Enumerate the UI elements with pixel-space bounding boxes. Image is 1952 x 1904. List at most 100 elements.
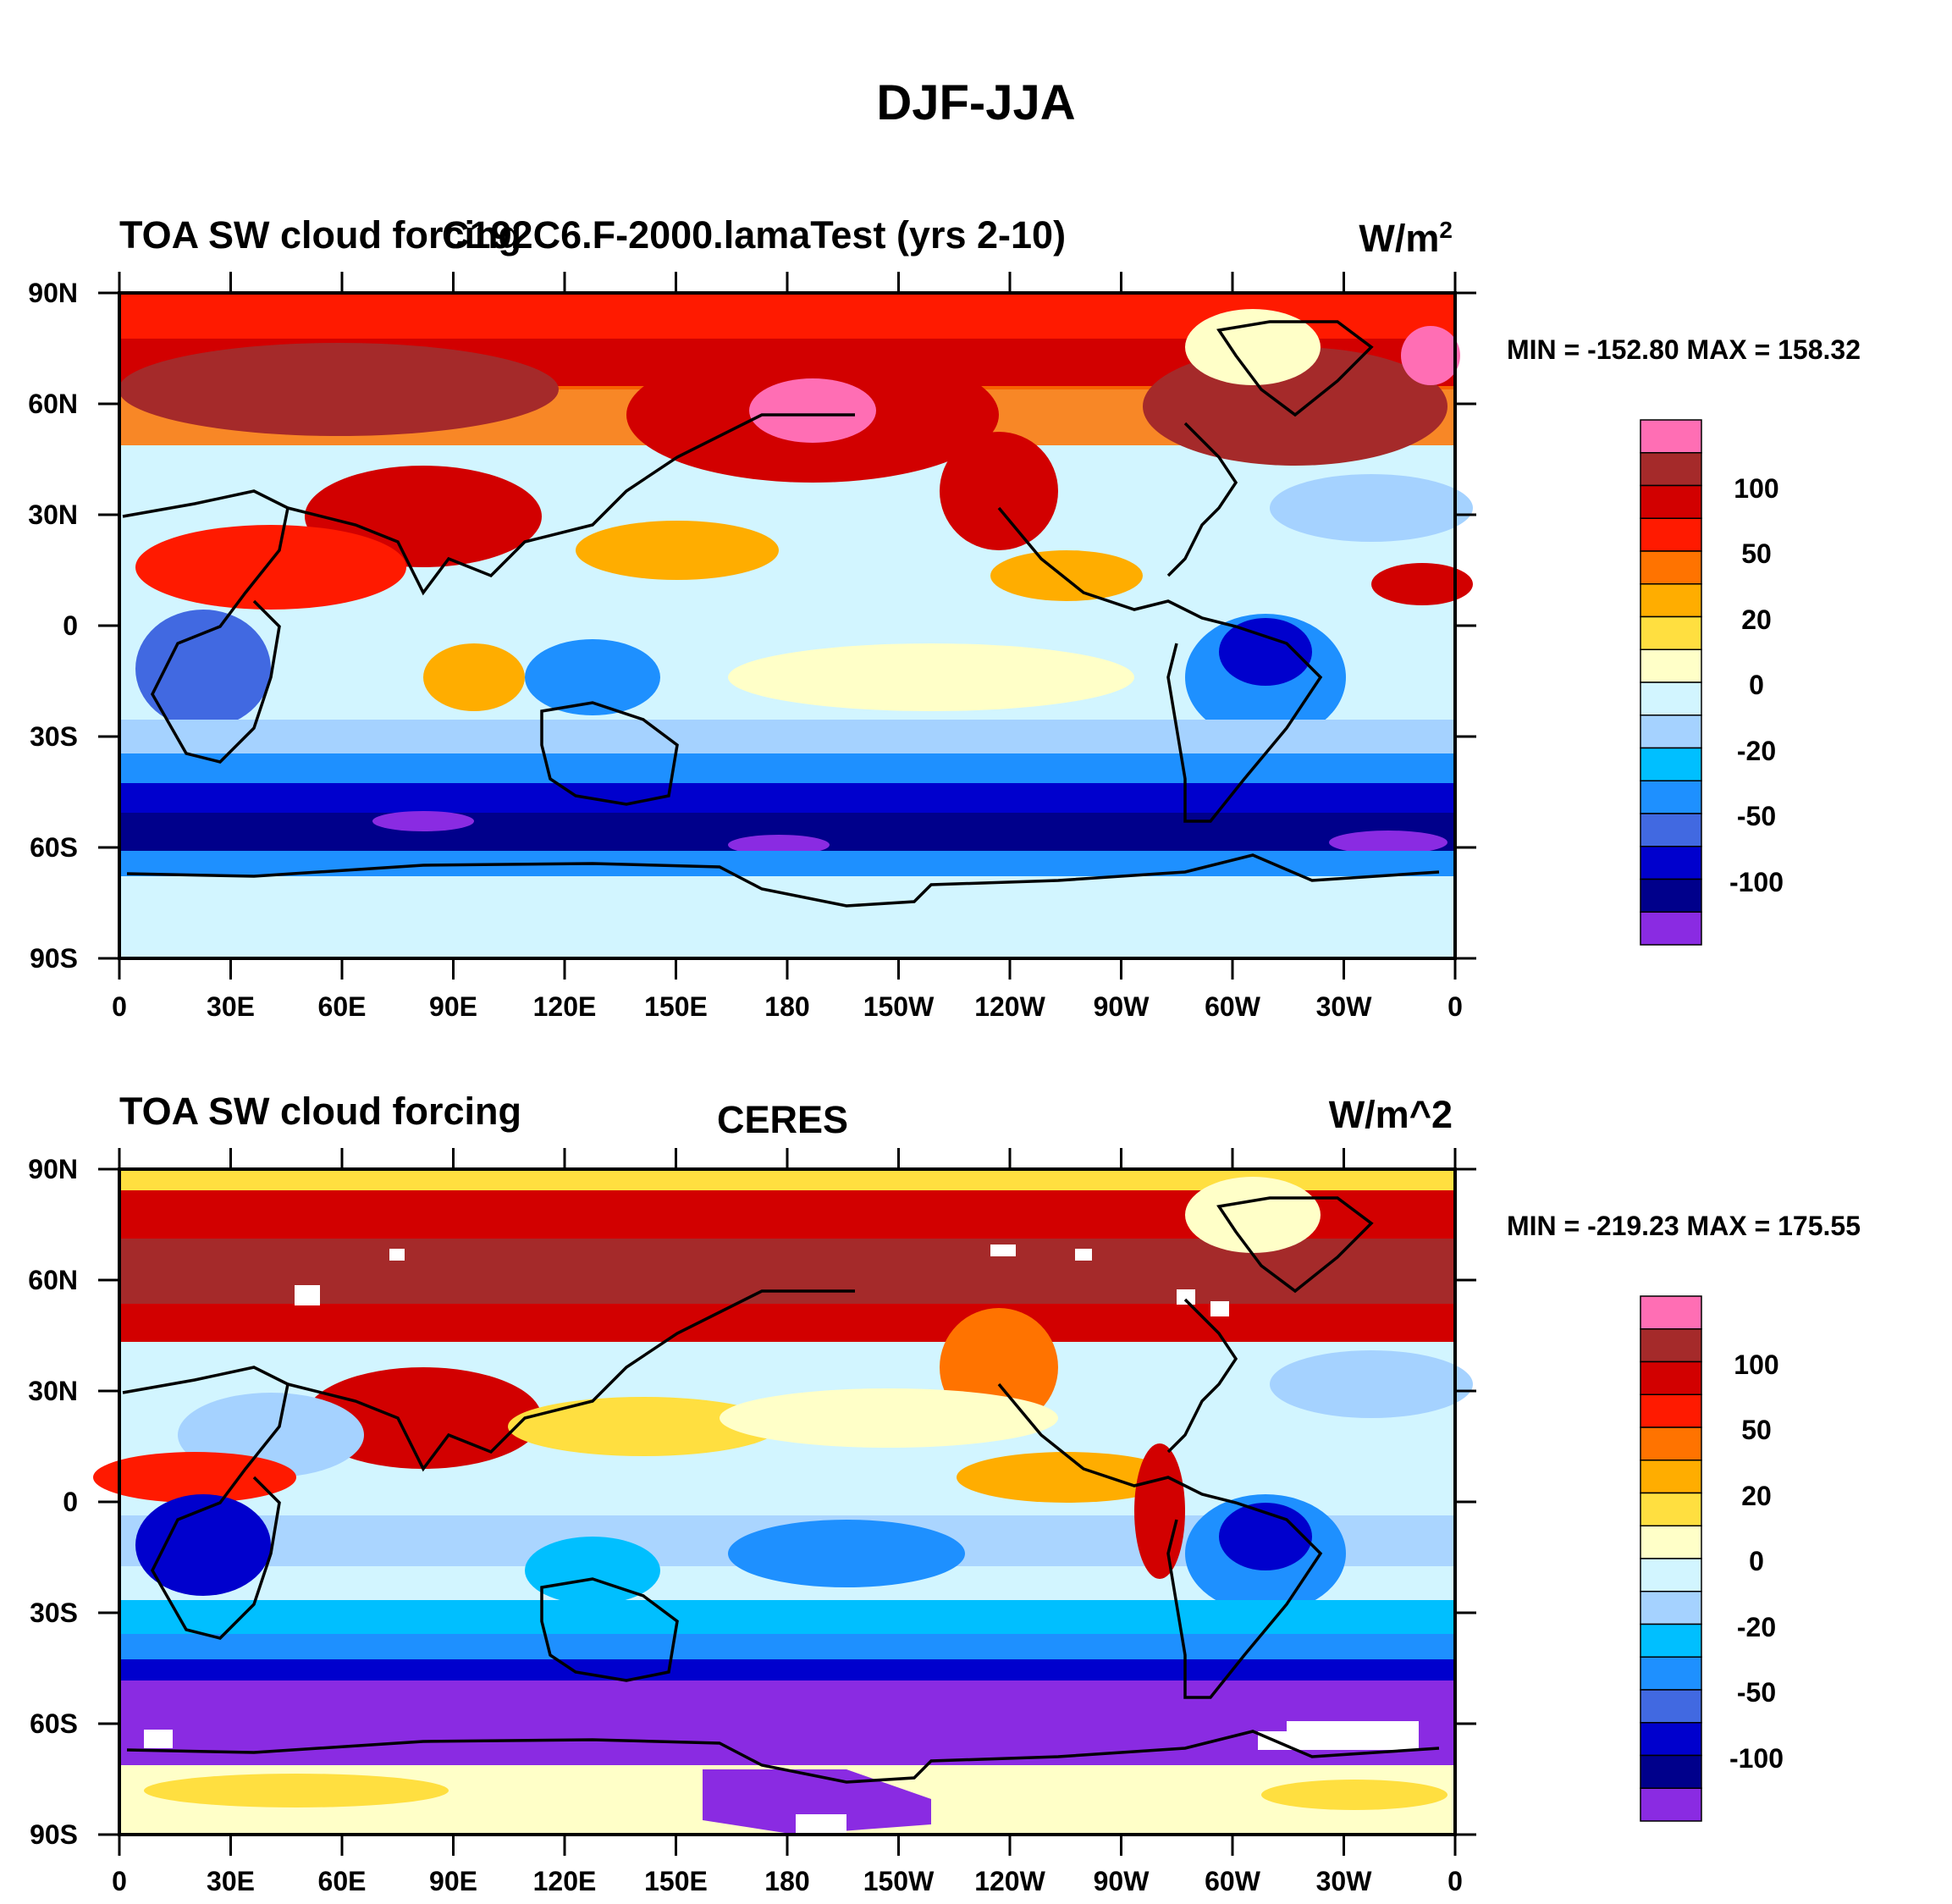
colorbar-box xyxy=(1640,1328,1702,1363)
colorbar-label: 100 xyxy=(1734,1349,1778,1380)
colorbar-box xyxy=(1640,517,1702,552)
lat-label: 90S xyxy=(30,943,78,974)
colorbar-box xyxy=(1640,1492,1702,1526)
lon-label: 150W xyxy=(863,1866,935,1896)
lat-label: 30N xyxy=(28,1376,78,1406)
lat-label: 60N xyxy=(28,1265,78,1295)
colorbar-box xyxy=(1640,1787,1702,1822)
lon-label: 90E xyxy=(429,991,477,1022)
lat-label: 60N xyxy=(28,389,78,419)
lon-label: 90W xyxy=(1094,991,1150,1022)
lon-label: 180 xyxy=(764,1866,809,1896)
colorbar-label: 50 xyxy=(1741,538,1772,569)
lon-label: 150E xyxy=(644,1866,708,1896)
colorbar-box xyxy=(1640,452,1702,487)
lat-label: 30S xyxy=(30,1598,78,1628)
lat-label: 90N xyxy=(28,1154,78,1184)
min-max-label: MIN = -219.23 MAX = 175.55 xyxy=(1507,1211,1861,1241)
colorbar-labels: 100 50 20 0 -20 -50 -100 xyxy=(1729,473,1784,897)
lat-labels: 90N 60N 30N 0 30S 60S 90S xyxy=(28,278,78,974)
colorbar-label: -20 xyxy=(1737,736,1776,766)
colorbar-box xyxy=(1640,747,1702,781)
colorbar-box xyxy=(1640,1360,1702,1395)
colorbar-box xyxy=(1640,1754,1702,1789)
lon-label: 30W xyxy=(1316,1866,1373,1896)
colorbar-box xyxy=(1640,682,1702,716)
colorbar-label: -20 xyxy=(1737,1612,1776,1642)
lat-label: 60S xyxy=(30,832,78,863)
colorbar xyxy=(1640,1295,1702,1822)
colorbar-box xyxy=(1640,846,1702,880)
colorbar-box xyxy=(1640,1689,1702,1724)
colorbar-box xyxy=(1640,615,1702,650)
colorbar-label: -100 xyxy=(1729,1743,1784,1774)
lat-label: 0 xyxy=(63,610,78,641)
lon-label: 60W xyxy=(1205,991,1261,1022)
colorbar-box xyxy=(1640,1591,1702,1625)
colorbar-label: 0 xyxy=(1749,1546,1764,1576)
lat-label: 90S xyxy=(30,1819,78,1850)
colorbar-box xyxy=(1640,484,1702,519)
lon-label: 150E xyxy=(644,991,708,1022)
lon-label: 90W xyxy=(1094,1866,1150,1896)
colorbar-label: 0 xyxy=(1749,670,1764,700)
lon-label: 30E xyxy=(207,1866,255,1896)
lon-label: 120W xyxy=(974,991,1045,1022)
lon-labels: 0 30E 60E 90E 120E 150E 180 150W 120W 90… xyxy=(112,991,1463,1022)
colorbar-box xyxy=(1640,1722,1702,1757)
panel-left-title: TOA SW cloud forcing xyxy=(119,213,521,257)
min-max-label: MIN = -152.80 MAX = 158.32 xyxy=(1507,334,1861,365)
lon-label: 180 xyxy=(764,991,809,1022)
map-figure: 90N 60N 30N 0 30S 60S 90S 0 30E 60E 90E … xyxy=(28,272,1784,1022)
colorbar-label: 20 xyxy=(1741,1481,1772,1511)
lat-label: 60S xyxy=(30,1708,78,1739)
lon-label: 0 xyxy=(112,991,127,1022)
colorbar-box xyxy=(1640,1525,1702,1559)
colorbar-box xyxy=(1640,715,1702,749)
colorbar-label: -50 xyxy=(1737,1677,1776,1708)
colorbar-box xyxy=(1640,1427,1702,1461)
colorbar-label: 100 xyxy=(1734,473,1778,504)
map-field xyxy=(119,293,1473,958)
colorbar-box xyxy=(1640,1394,1702,1428)
colorbar-box xyxy=(1640,1460,1702,1494)
colorbar-box xyxy=(1640,813,1702,847)
colorbar-box xyxy=(1640,419,1702,454)
colorbar-box xyxy=(1640,1558,1702,1592)
lon-label: 30W xyxy=(1316,991,1373,1022)
lon-label: 60W xyxy=(1205,1866,1261,1896)
lon-label: 0 xyxy=(112,1866,127,1896)
colorbar-box xyxy=(1640,583,1702,618)
colorbar-label: 50 xyxy=(1741,1415,1772,1445)
lat-label: 30N xyxy=(28,499,78,530)
colorbar-label: 20 xyxy=(1741,604,1772,635)
colorbar-box xyxy=(1640,1295,1702,1330)
colorbar-labels: 100 50 20 0 -20 -50 -100 xyxy=(1729,1349,1784,1774)
lon-label: 120W xyxy=(974,1866,1045,1896)
lon-label: 60E xyxy=(318,1866,367,1896)
observation-panel: TOA SW cloud forcing CERES W/m^2 MIN = -… xyxy=(0,1079,1952,1904)
colorbar-box xyxy=(1640,1656,1702,1691)
colorbar-box xyxy=(1640,1623,1702,1658)
colorbar xyxy=(1640,419,1702,946)
axis-ticks xyxy=(98,272,1476,980)
lon-labels: 0 30E 60E 90E 120E 150E 180 150W 120W 90… xyxy=(112,1866,1463,1896)
coastlines xyxy=(122,1196,1440,1784)
units-label: W/m2 xyxy=(1359,217,1453,260)
colorbar-label: -50 xyxy=(1737,801,1776,831)
lat-labels: 90N 60N 30N 0 30S 60S 90S xyxy=(28,1154,78,1850)
lon-label: 120E xyxy=(533,991,597,1022)
colorbar-box xyxy=(1640,911,1702,946)
map-field xyxy=(93,1169,1473,1835)
lat-label: 0 xyxy=(63,1487,78,1517)
panel-center-title: C192C6.F-2000.lamaTest (yrs 2-10) xyxy=(442,213,1067,257)
colorbar-label: -100 xyxy=(1729,867,1784,897)
colorbar-box xyxy=(1640,878,1702,913)
units-label: W/m^2 xyxy=(1328,1093,1453,1136)
panel-left-title: TOA SW cloud forcing xyxy=(119,1090,521,1133)
lon-label: 150W xyxy=(863,991,935,1022)
axis-ticks xyxy=(98,1148,1476,1856)
lat-label: 30S xyxy=(30,721,78,752)
figure-title: DJF-JJA xyxy=(876,75,1076,130)
colorbar-box xyxy=(1640,648,1702,683)
